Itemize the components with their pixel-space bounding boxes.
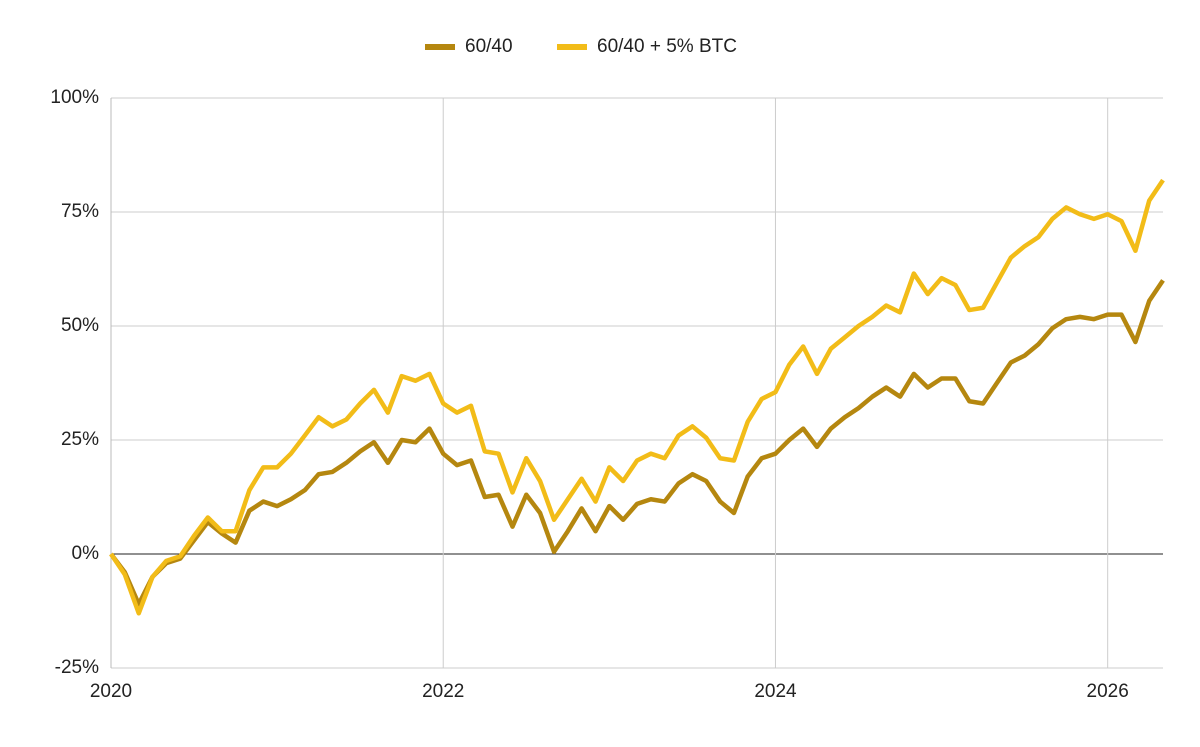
legend-label: 60/40 xyxy=(465,36,513,57)
y-tick-label: 25% xyxy=(61,429,99,450)
x-tick-label: 2024 xyxy=(754,681,797,702)
y-tick-label: 0% xyxy=(72,543,100,564)
y-tick-label: 100% xyxy=(50,87,99,108)
y-tick-label: 75% xyxy=(61,201,99,222)
y-tick-label: 50% xyxy=(61,315,99,336)
x-tick-label: 2022 xyxy=(422,681,464,702)
series-line xyxy=(109,178,1165,616)
legend-label: 60/40 + 5% BTC xyxy=(597,36,737,57)
x-tick-label: 2020 xyxy=(90,681,132,702)
x-tick-label: 2026 xyxy=(1087,681,1129,702)
y-tick-label: -25% xyxy=(55,657,99,678)
series-line xyxy=(109,279,1165,607)
